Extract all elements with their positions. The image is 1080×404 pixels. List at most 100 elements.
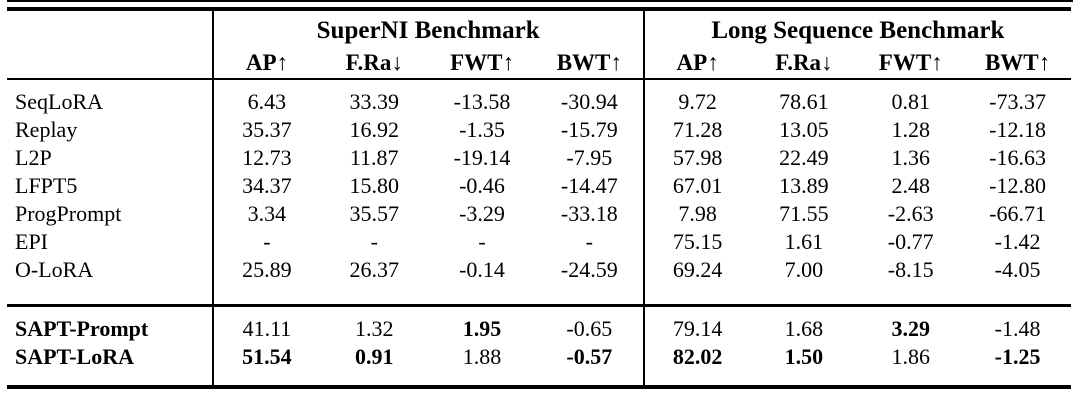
col-header-superni-bwt: BWT↑ xyxy=(535,47,644,80)
value-cell: 1.68 xyxy=(750,304,858,343)
value-cell: -24.59 xyxy=(560,257,618,282)
group-superni-benchmark: SuperNI Benchmark xyxy=(211,9,644,47)
value-cell: -4.05 xyxy=(994,257,1041,282)
value-cell: -73.37 xyxy=(989,89,1046,114)
value-cell: 1.61 xyxy=(784,229,824,254)
group-long-sequence-benchmark: Long Sequence Benchmark xyxy=(642,9,1071,47)
table-row: Replay 35.37 16.92 -1.35 -15.79 71.28 13… xyxy=(7,116,1071,144)
method-name: SeqLoRA xyxy=(15,89,103,114)
value-cell: -12.18 xyxy=(989,117,1046,142)
value-cell: 34.37 xyxy=(211,172,321,200)
table-header: SuperNI Benchmark Long Sequence Benchmar… xyxy=(7,9,1071,80)
value-cell: 1.88 xyxy=(462,344,502,369)
value-cell: -14.47 xyxy=(560,173,618,198)
table-row: LFPT5 34.37 15.80 -0.46 -14.47 67.01 13.… xyxy=(7,172,1071,200)
value-cell: 79.14 xyxy=(642,304,751,343)
value-cell: -13.58 xyxy=(453,89,511,114)
col-header-longseq-fra: F.Ra↓ xyxy=(750,47,858,80)
value-cell: 41.11 xyxy=(211,304,321,343)
value-cell: 71.28 xyxy=(642,116,751,144)
value-cell: -12.80 xyxy=(989,173,1046,198)
value-cell: -33.18 xyxy=(560,201,618,226)
baseline-rows: SeqLoRA 6.43 33.39 -13.58 -30.94 9.72 78… xyxy=(7,79,1071,306)
col-header-longseq-ap: AP↑ xyxy=(642,47,751,80)
value-cell: 11.87 xyxy=(349,145,399,170)
value-cell: 13.89 xyxy=(779,173,829,198)
value-cell: 25.89 xyxy=(211,256,321,306)
value-cell: 26.37 xyxy=(349,257,399,282)
column-header-row: AP↑ F.Ra↓ FWT↑ BWT↑ AP↑ F.Ra↓ FWT↑ BWT↑ xyxy=(7,47,1071,80)
table-row: SeqLoRA 6.43 33.39 -13.58 -30.94 9.72 78… xyxy=(7,79,1071,116)
value-cell: 71.55 xyxy=(779,201,829,226)
value-cell: -15.79 xyxy=(560,117,618,142)
value-cell: -1.42 xyxy=(994,229,1041,254)
method-name: L2P xyxy=(15,145,52,170)
value-cell: -3.29 xyxy=(459,201,505,226)
value-cell: 51.54 xyxy=(211,343,321,387)
value-cell: 75.15 xyxy=(642,228,751,256)
value-cell: 9.72 xyxy=(642,79,751,116)
sapt-rows: SAPT-Prompt 41.11 1.32 1.95 -0.65 79.14 … xyxy=(7,304,1071,387)
value-cell: 35.37 xyxy=(211,116,321,144)
value-cell: -1.35 xyxy=(459,117,505,142)
value-cell: 7.00 xyxy=(784,257,824,282)
value-cell: -0.46 xyxy=(459,173,505,198)
value-cell: 2.48 xyxy=(891,173,930,198)
col-header-superni-fra: F.Ra↓ xyxy=(320,47,429,80)
value-cell: - xyxy=(211,228,321,256)
value-cell: 3.29 xyxy=(857,304,965,343)
table-row: SAPT-LoRA 51.54 0.91 1.88 -0.57 82.02 1.… xyxy=(7,343,1071,387)
value-cell: - xyxy=(585,229,593,254)
value-cell: -2.63 xyxy=(887,201,934,226)
method-name: Replay xyxy=(15,117,78,142)
col-header-superni-fwt: FWT↑ xyxy=(428,47,536,80)
value-cell: 69.24 xyxy=(642,256,751,306)
value-cell: 1.95 xyxy=(428,304,536,343)
value-cell: 1.50 xyxy=(784,344,824,369)
value-cell: 78.61 xyxy=(779,89,829,114)
value-cell: 15.80 xyxy=(349,173,399,198)
value-cell: -0.65 xyxy=(535,304,644,343)
table-row: SAPT-Prompt 41.11 1.32 1.95 -0.65 79.14 … xyxy=(7,304,1071,343)
value-cell: 1.86 xyxy=(891,344,930,369)
value-cell: 35.57 xyxy=(349,201,399,226)
value-cell: 82.02 xyxy=(642,343,751,387)
method-name: SAPT-Prompt xyxy=(7,304,213,343)
value-cell: 22.49 xyxy=(779,145,829,170)
value-cell: -16.63 xyxy=(989,145,1046,170)
top-rule xyxy=(7,0,1073,2)
paper-table-figure: SuperNI Benchmark Long Sequence Benchmar… xyxy=(7,0,1073,389)
value-cell: 0.91 xyxy=(354,344,394,369)
results-table: SuperNI Benchmark Long Sequence Benchmar… xyxy=(7,7,1071,389)
value-cell: 6.43 xyxy=(211,79,321,116)
method-name: EPI xyxy=(15,229,48,254)
value-cell: 3.34 xyxy=(211,200,321,228)
value-cell: 67.01 xyxy=(642,172,751,200)
table-row: ProgPrompt 3.34 35.57 -3.29 -33.18 7.98 … xyxy=(7,200,1071,228)
value-cell: -66.71 xyxy=(989,201,1046,226)
value-cell: -1.48 xyxy=(964,304,1071,343)
value-cell: 1.28 xyxy=(891,117,930,142)
col-header-superni-ap: AP↑ xyxy=(211,47,321,80)
col-header-longseq-bwt: BWT↑ xyxy=(964,47,1071,80)
value-cell: 1.32 xyxy=(320,304,429,343)
corner-cell xyxy=(7,47,213,80)
method-name: LFPT5 xyxy=(15,173,78,198)
value-cell: -30.94 xyxy=(560,89,618,114)
value-cell: -0.14 xyxy=(459,257,505,282)
value-cell: -1.25 xyxy=(994,344,1041,369)
group-header-row: SuperNI Benchmark Long Sequence Benchmar… xyxy=(7,9,1071,47)
value-cell: 57.98 xyxy=(642,144,751,172)
method-name: SAPT-LoRA xyxy=(15,344,134,369)
table-row: L2P 12.73 11.87 -19.14 -7.95 57.98 22.49… xyxy=(7,144,1071,172)
value-cell: - xyxy=(478,229,486,254)
col-header-longseq-fwt: FWT↑ xyxy=(857,47,965,80)
value-cell: - xyxy=(370,229,378,254)
table-row: O-LoRA 25.89 26.37 -0.14 -24.59 69.24 7.… xyxy=(7,256,1071,306)
value-cell: 12.73 xyxy=(211,144,321,172)
value-cell: 1.36 xyxy=(891,145,930,170)
value-cell: 16.92 xyxy=(349,117,399,142)
table-row: EPI - - - - 75.15 1.61 -0.77 -1.42 xyxy=(7,228,1071,256)
value-cell: -8.15 xyxy=(887,257,934,282)
value-cell: -0.57 xyxy=(566,344,613,369)
